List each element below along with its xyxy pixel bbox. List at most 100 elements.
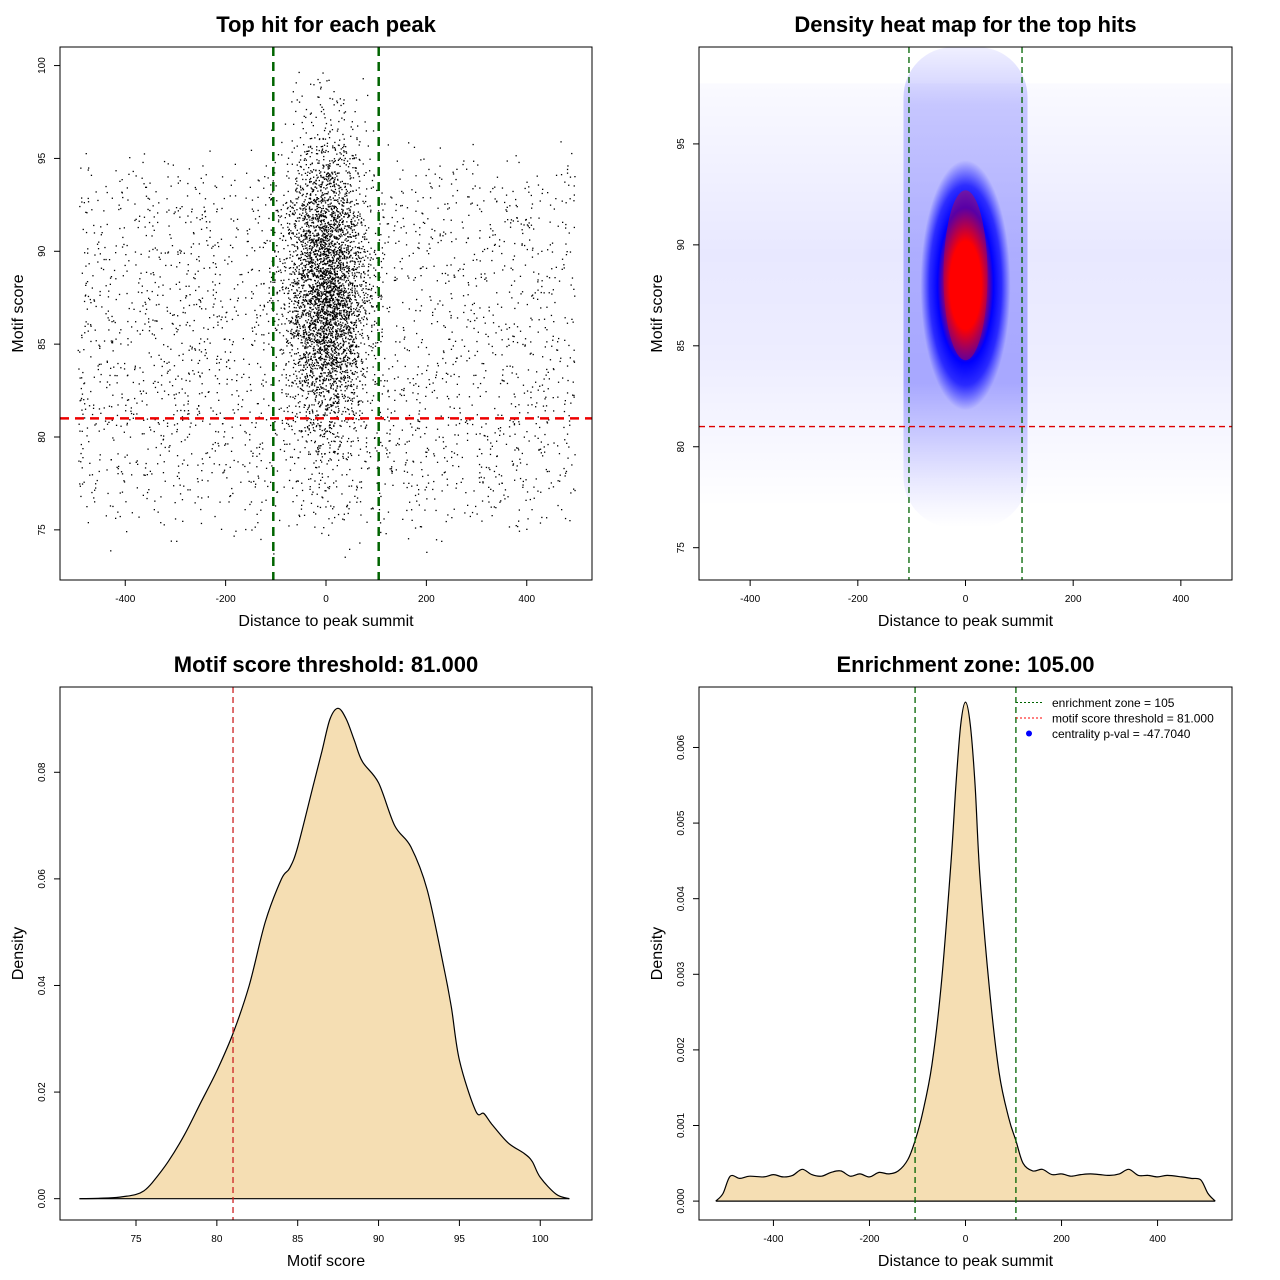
- scatter-point: [311, 152, 313, 154]
- scatter-point: [503, 380, 505, 382]
- scatter-point: [308, 339, 311, 341]
- scatter-point: [305, 252, 307, 254]
- scatter-point: [199, 376, 201, 378]
- scatter-point: [326, 317, 328, 319]
- scatter-point: [330, 295, 332, 297]
- scatter-point: [115, 170, 117, 172]
- scatter-point: [242, 399, 244, 401]
- scatter-point: [483, 363, 485, 365]
- scatter-point: [332, 384, 334, 386]
- scatter-point: [358, 400, 360, 402]
- scatter-point: [342, 318, 344, 320]
- scatter-point: [329, 270, 331, 272]
- scatter-point: [424, 408, 426, 410]
- scatter-point: [284, 262, 286, 264]
- scatter-point: [95, 483, 97, 485]
- scatter-point: [445, 282, 447, 284]
- scatter-point: [453, 373, 455, 376]
- scatter-point: [349, 256, 351, 259]
- scatter-point: [384, 419, 386, 421]
- scatter-point: [317, 162, 319, 164]
- scatter-point: [217, 431, 220, 433]
- scatter-point: [325, 281, 327, 283]
- scatter-point: [223, 469, 226, 471]
- scatter-point: [256, 466, 258, 468]
- scatter-point: [312, 246, 314, 248]
- scatter-point: [297, 319, 299, 321]
- scatter-point: [328, 359, 331, 361]
- scatter-point: [207, 480, 209, 482]
- scatter-point: [355, 430, 357, 432]
- scatter-point: [190, 246, 192, 248]
- scatter-point: [462, 275, 465, 277]
- scatter-point: [235, 530, 237, 532]
- scatter-point: [323, 325, 326, 327]
- scatter-point: [375, 342, 377, 344]
- scatter-point: [304, 269, 306, 271]
- scatter-point: [337, 397, 339, 399]
- scatter-point: [514, 433, 516, 435]
- scatter-point: [503, 433, 505, 435]
- scatter-point: [514, 307, 516, 310]
- scatter-point: [281, 313, 283, 315]
- scatter-point: [475, 277, 477, 280]
- scatter-point: [241, 273, 243, 276]
- scatter-point: [323, 155, 325, 158]
- scatter-point: [143, 216, 146, 218]
- scatter-point: [568, 446, 570, 448]
- scatter-point: [301, 336, 303, 338]
- scatter-point: [319, 379, 321, 381]
- scatter-point: [333, 192, 335, 194]
- scatter-point: [169, 234, 171, 236]
- scatter-point: [483, 477, 485, 479]
- scatter-point: [80, 167, 82, 169]
- scatter-point: [202, 463, 204, 465]
- scatter-point: [283, 440, 285, 442]
- scatter-point: [321, 194, 323, 196]
- scatter-point: [517, 302, 519, 304]
- scatter-point: [365, 424, 368, 426]
- scatter-point: [331, 216, 333, 218]
- scatter-point: [531, 509, 533, 511]
- scatter-point: [291, 332, 293, 335]
- scatter-point: [338, 197, 340, 199]
- scatter-point: [358, 294, 360, 296]
- scatter-point: [306, 275, 309, 277]
- scatter-point: [366, 367, 368, 369]
- scatter-point: [108, 290, 110, 292]
- scatter-point: [372, 343, 374, 345]
- scatter-point: [365, 351, 367, 354]
- scatter-point: [287, 410, 289, 413]
- scatter-point: [81, 334, 83, 336]
- scatter-point: [510, 219, 513, 221]
- scatter-point: [359, 296, 361, 298]
- scatter-point: [563, 467, 565, 470]
- scatter-point: [425, 267, 428, 269]
- scatter-point: [257, 179, 259, 181]
- scatter-point: [336, 317, 338, 320]
- scatter-point: [303, 404, 306, 406]
- scatter-point: [229, 495, 231, 498]
- scatter-point: [334, 346, 336, 348]
- scatter-point: [409, 423, 412, 425]
- scatter-point: [358, 302, 360, 304]
- scatter-point: [485, 277, 487, 279]
- scatter-point: [478, 477, 480, 479]
- scatter-point: [329, 318, 331, 321]
- scatter-point: [263, 398, 265, 400]
- scatter-point: [302, 369, 305, 372]
- scatter-point: [497, 414, 499, 416]
- scatter-point: [347, 277, 349, 279]
- scatter-point: [153, 216, 155, 218]
- scatter-point: [567, 379, 569, 382]
- scatter-point: [274, 429, 276, 431]
- scatter-point: [308, 252, 311, 254]
- scatter-point: [313, 345, 315, 348]
- scatter-point: [290, 230, 292, 232]
- scatter-point: [519, 477, 522, 480]
- scatter-point: [298, 306, 300, 308]
- scatter-point: [402, 169, 404, 171]
- scatter-point: [259, 315, 262, 317]
- scatter-point: [447, 416, 450, 419]
- scatter-point: [316, 153, 319, 155]
